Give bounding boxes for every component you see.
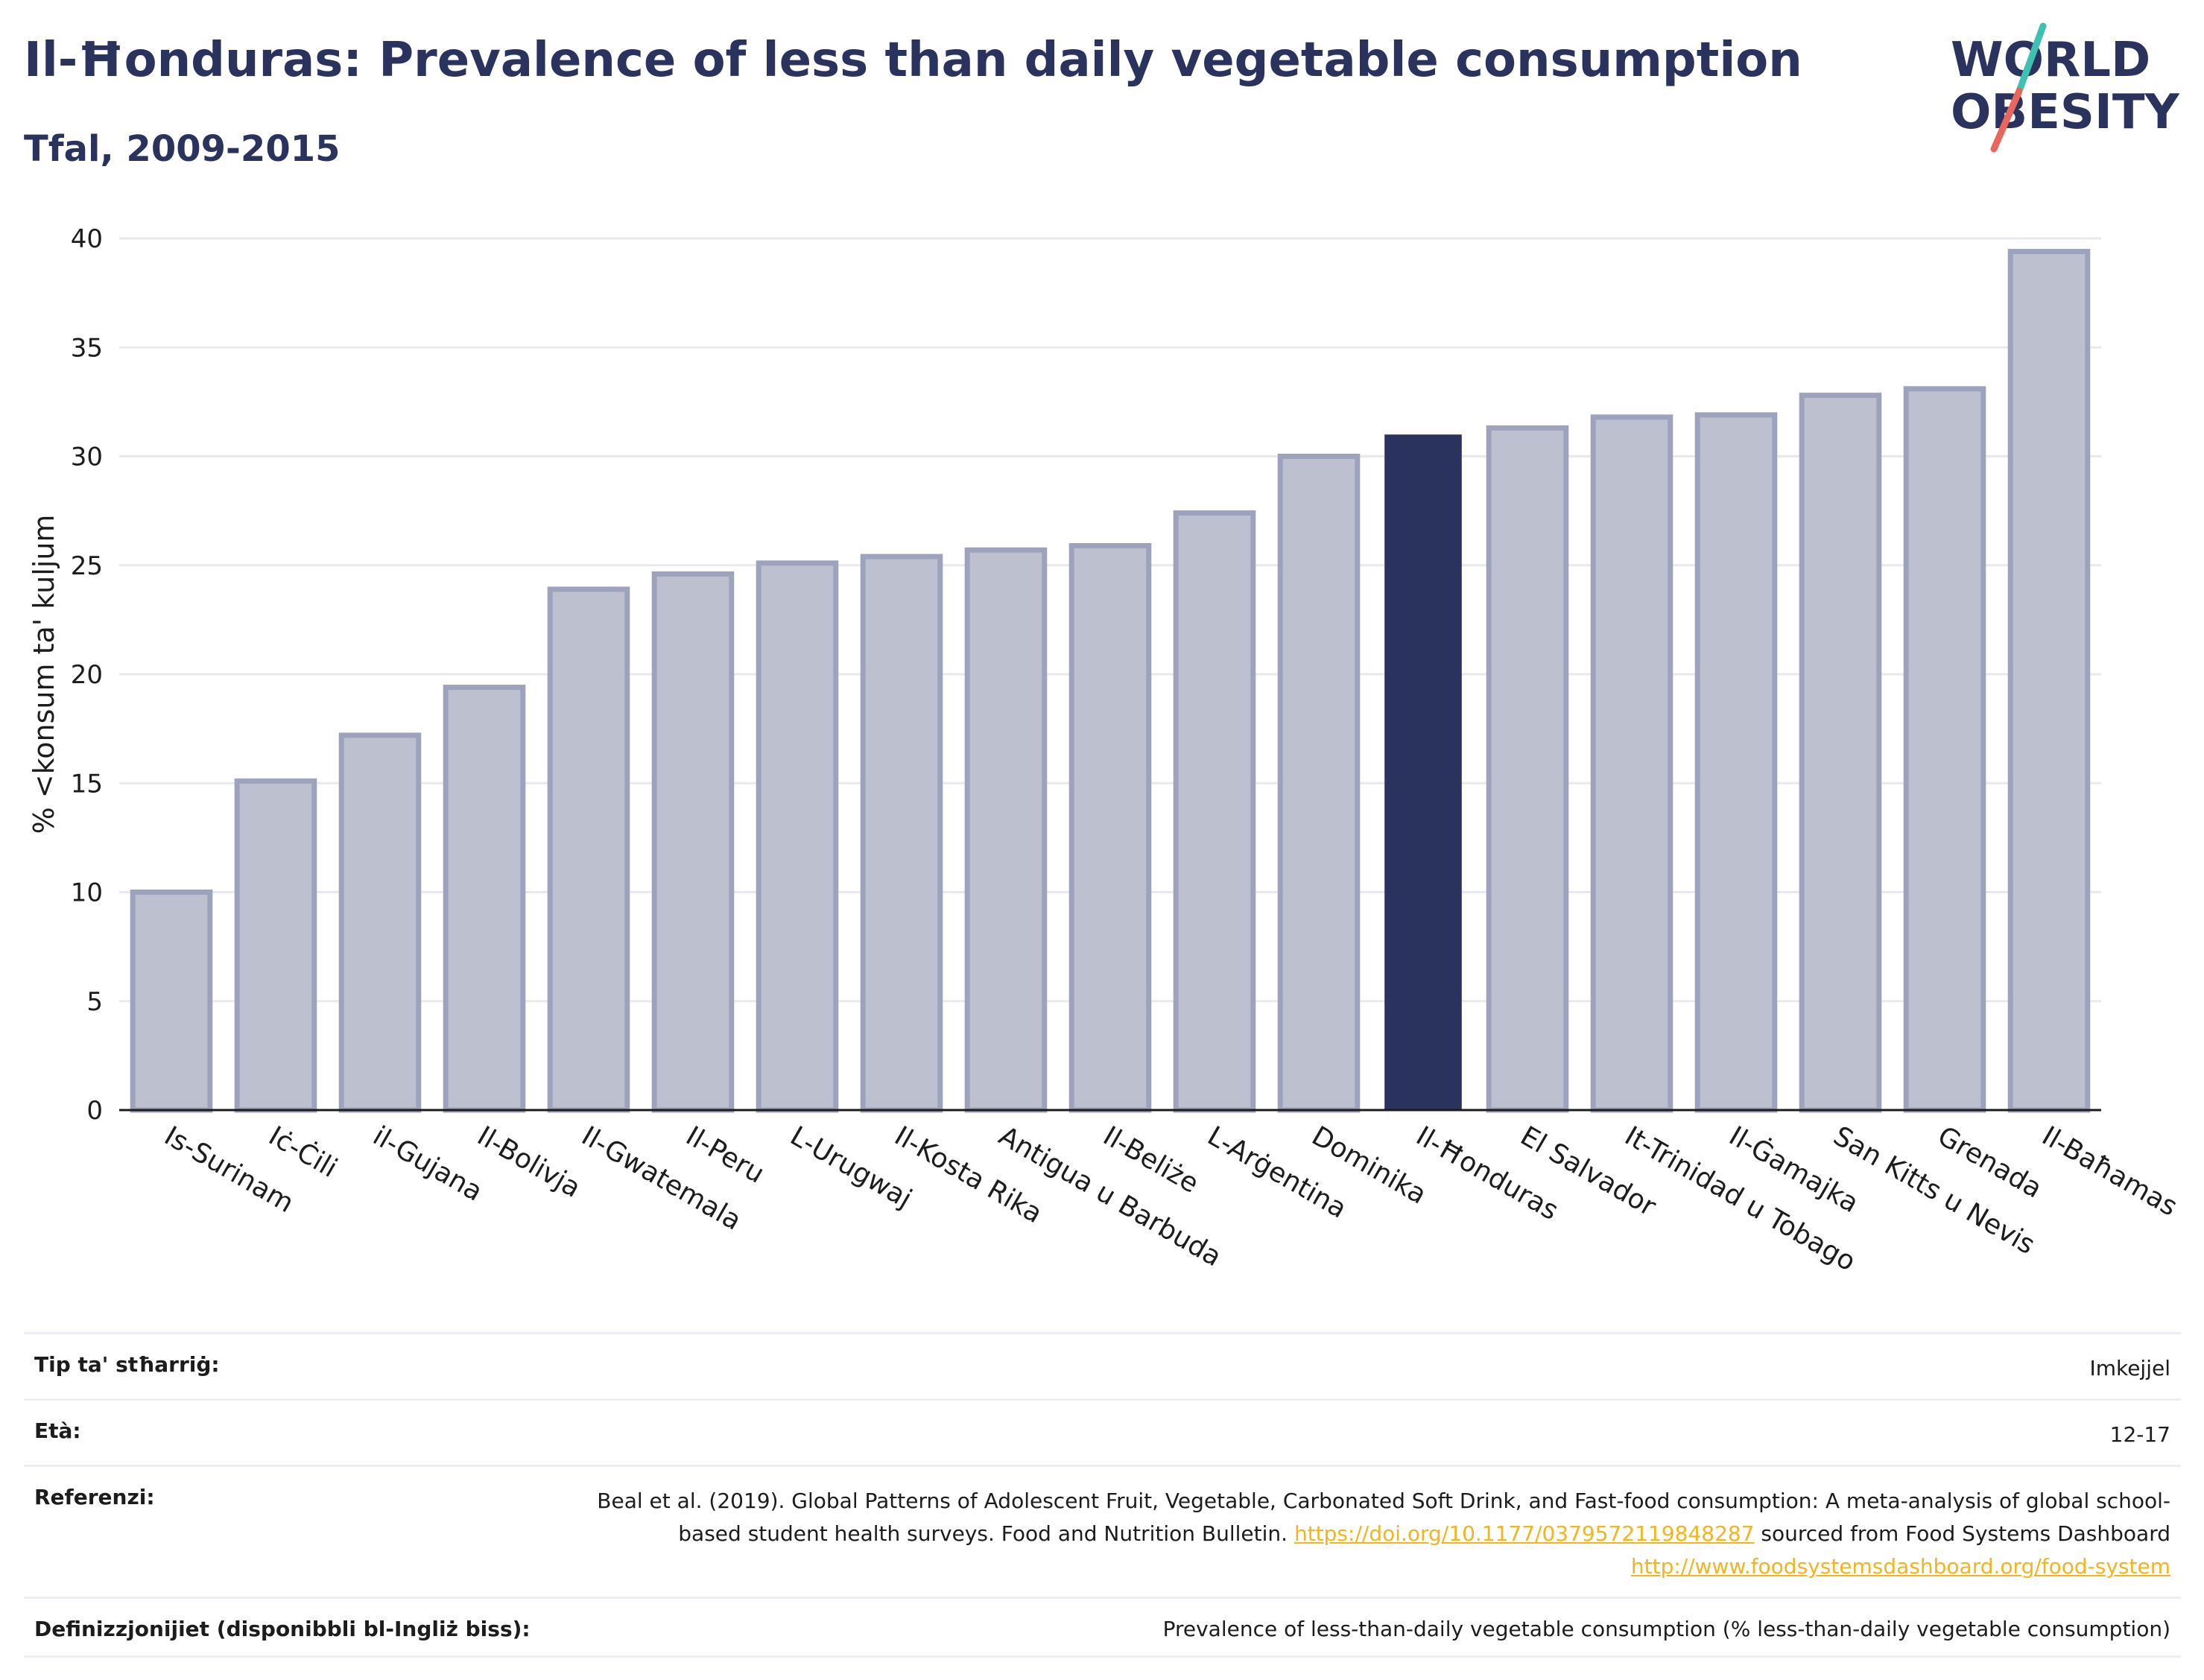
- info-value: Imkejjel: [2089, 1356, 2170, 1381]
- y-tick-label: 15: [71, 769, 103, 799]
- bar: [234, 778, 317, 1113]
- bars: [130, 249, 2091, 1113]
- info-value: Prevalence of less-than-daily vegetable …: [1162, 1617, 2170, 1641]
- info-label: Età:: [34, 1419, 81, 1443]
- bar: [2007, 249, 2091, 1113]
- info-label: Tip ta' stħarriġ:: [34, 1352, 220, 1377]
- x-tick-label: Il-Bolivja: [472, 1120, 586, 1204]
- info-row-definitions: Definizzjonijiet (disponibbli bl-Ingliż …: [24, 1597, 2181, 1658]
- y-tick-label: 20: [71, 660, 103, 690]
- info-table: Tip ta' stħarriġ: Imkejjel Età: 12-17 Re…: [24, 1332, 2181, 1658]
- y-tick-label: 40: [71, 224, 103, 254]
- bar: [1068, 542, 1152, 1113]
- bar: [338, 732, 422, 1113]
- logo-slash-teal: [2015, 22, 2047, 95]
- logo-line1: WORLD: [1951, 33, 2150, 88]
- y-axis-label: % <konsum ta' kuljum: [28, 515, 60, 834]
- bar: [756, 560, 839, 1113]
- y-tick-label: 25: [71, 551, 103, 581]
- chart-subtitle: Tfal, 2009-2015: [24, 128, 341, 170]
- bar: [443, 685, 526, 1113]
- bar: [1694, 412, 1778, 1113]
- y-tick-label: 10: [71, 878, 103, 908]
- info-label: Referenzi:: [34, 1485, 155, 1509]
- bar: [1277, 454, 1361, 1113]
- y-tick-label: 0: [86, 1096, 103, 1126]
- bar: [1486, 425, 1569, 1113]
- bar: [547, 586, 630, 1113]
- y-tick-label: 35: [71, 333, 103, 363]
- y-tick-label: 30: [71, 443, 103, 472]
- info-label: Definizzjonijiet (disponibbli bl-Ingliż …: [34, 1617, 531, 1641]
- x-tick-label: il-Gujana: [368, 1120, 488, 1207]
- bar: [1173, 510, 1256, 1113]
- info-row-survey-type: Tip ta' stħarriġ: Imkejjel: [24, 1332, 2181, 1398]
- x-tick-label: Il-Baħamas: [2037, 1120, 2182, 1223]
- reference-source-text: sourced from Food Systems Dashboard: [1761, 1521, 2170, 1546]
- bar: [130, 890, 213, 1113]
- bar-highlighted: [1384, 434, 1462, 1110]
- y-axis-ticks: 0 5 10 15 20 25 30 35 40: [71, 224, 103, 1126]
- info-row-references: Referenzi: Beal et al. (2019). Global Pa…: [24, 1465, 2181, 1597]
- world-obesity-logo: WORLD OBESITY: [1951, 22, 2179, 153]
- bar: [651, 571, 735, 1113]
- chart-title: Il-Ħonduras: Prevalence of less than dai…: [24, 33, 1802, 88]
- info-value: 12-17: [2109, 1422, 2170, 1447]
- dashboard-link[interactable]: http://www.foodsystemsdashboard.org/food…: [1630, 1554, 2170, 1579]
- logo-line2: OBESITY: [1951, 85, 2179, 140]
- bar: [1799, 393, 1882, 1113]
- reference-text: Beal et al. (2019). Global Patterns of A…: [597, 1489, 2170, 1546]
- info-value: Beal et al. (2019). Global Patterns of A…: [561, 1485, 2170, 1583]
- bar: [1903, 386, 1986, 1113]
- bar: [860, 554, 943, 1113]
- doi-link[interactable]: https://doi.org/10.1177/0379572119848287: [1293, 1521, 1755, 1546]
- bar: [1590, 414, 1673, 1113]
- bar: [964, 547, 1048, 1113]
- y-tick-label: 5: [86, 987, 103, 1017]
- x-tick-label: Iċ-Ċili: [264, 1120, 343, 1184]
- logo-slash-coral: [1990, 87, 2023, 153]
- info-row-age: Età: 12-17: [24, 1398, 2181, 1465]
